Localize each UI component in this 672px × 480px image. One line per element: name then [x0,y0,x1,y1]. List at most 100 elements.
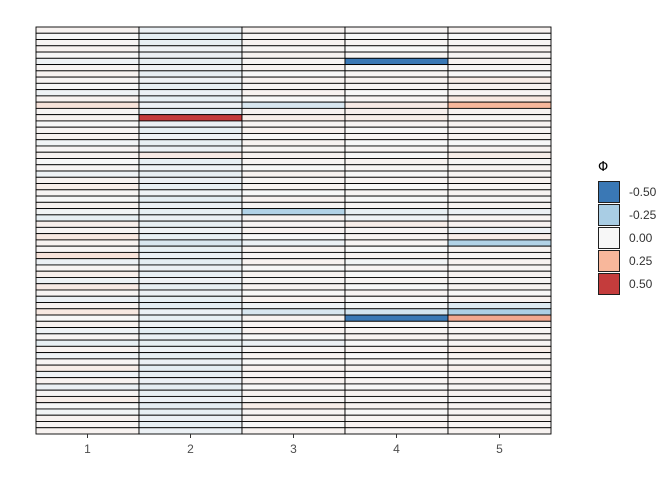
heatmap-cell [138,195,243,203]
heatmap-cell [35,70,140,78]
heatmap-cell [138,201,243,210]
heatmap-cell [35,176,140,184]
legend-label: -0.25 [629,208,657,222]
heatmap-cell [447,57,552,66]
heatmap-cell [241,277,346,285]
heatmap-cell [344,233,449,241]
heatmap-cell [241,101,346,109]
heatmap-cell [241,89,346,97]
heatmap-cell [447,408,552,416]
heatmap-cell [447,308,552,316]
x-tick-label: 2 [187,442,194,456]
heatmap-cell [241,214,346,222]
heatmap-cell [138,51,243,59]
heatmap-cell [241,251,346,260]
heatmap-cell [35,139,140,147]
heatmap-cell [138,308,243,316]
heatmap-cell [35,114,140,122]
legend-swatch [598,181,620,203]
heatmap-cell [138,408,243,416]
heatmap-cell [447,176,552,184]
heatmap-cell [241,283,346,291]
heatmap-cell [344,64,449,72]
heatmap-cell [35,95,140,103]
heatmap-cell [35,233,140,241]
heatmap-cell [447,270,552,278]
heatmap-cell [35,64,140,72]
heatmap-cell [241,345,346,354]
heatmap-cell [344,220,449,228]
heatmap-cell [344,308,449,316]
heatmap-cell [138,339,243,347]
heatmap-cell [344,339,449,347]
heatmap-cell [344,345,449,354]
heatmap-cell [241,45,346,53]
heatmap-cell [447,414,552,422]
legend-title: Φ [598,160,609,175]
heatmap-cell [447,120,552,128]
heatmap-cell [138,82,243,91]
legend: Φ -0.50 -0.25 0.00 0.25 0.50 [598,160,668,296]
heatmap-cell [344,226,449,235]
heatmap-cell [344,139,449,147]
heatmap-cell [241,339,346,347]
x-tick-label: 3 [290,442,297,456]
x-tick-label: 1 [84,442,91,456]
heatmap-cell [344,45,449,53]
heatmap-cell [344,189,449,197]
heatmap-cell [138,107,243,116]
legend-label: 0.00 [629,231,653,245]
heatmap-cell [138,145,243,153]
heatmap-cell [344,101,449,109]
heatmap-cell [447,195,552,203]
heatmap-cell [344,208,449,216]
heatmap-cell [138,26,243,34]
heatmap-cell [35,358,140,366]
heatmap-cell [35,327,140,335]
heatmap-cell [138,302,243,310]
heatmap-cell [138,101,243,109]
heatmap-cell [241,95,346,103]
heatmap-cell [138,258,243,266]
heatmap-cell [447,402,552,410]
heatmap-cell [241,164,346,172]
heatmap-cell [138,427,243,435]
heatmap-cell [447,233,552,241]
legend-label: 0.25 [629,254,653,268]
heatmap-cell [344,320,449,329]
heatmap-cell [35,57,140,66]
heatmap-cell [344,132,449,141]
heatmap-cell [241,39,346,47]
heatmap-cell [447,395,552,404]
heatmap-cell [344,214,449,222]
heatmap-cell [35,395,140,404]
heatmap-cell [138,283,243,291]
heatmap-cell [138,95,243,103]
heatmap-cell [447,214,552,222]
heatmap-cell [447,32,552,40]
heatmap-cell [344,277,449,285]
heatmap-cell [35,189,140,197]
heatmap-cell [35,45,140,53]
heatmap-cell [344,95,449,103]
heatmap-cell [447,327,552,335]
heatmap-cell [344,170,449,178]
heatmap-cell [138,364,243,372]
heatmap-cell [344,183,449,191]
heatmap-cell [241,358,346,366]
heatmap-cell [447,139,552,147]
heatmap-cell [447,302,552,310]
heatmap-cell [447,26,552,34]
heatmap-cell [138,421,243,429]
heatmap-cell [35,214,140,222]
heatmap-cell [344,408,449,416]
heatmap-cell [138,114,243,122]
heatmap-cell [35,370,140,379]
heatmap-cell [241,132,346,141]
heatmap-cell [447,76,552,84]
heatmap-cell [344,314,449,322]
heatmap-cell [447,70,552,78]
heatmap-cell [35,289,140,297]
heatmap-cell [344,107,449,116]
